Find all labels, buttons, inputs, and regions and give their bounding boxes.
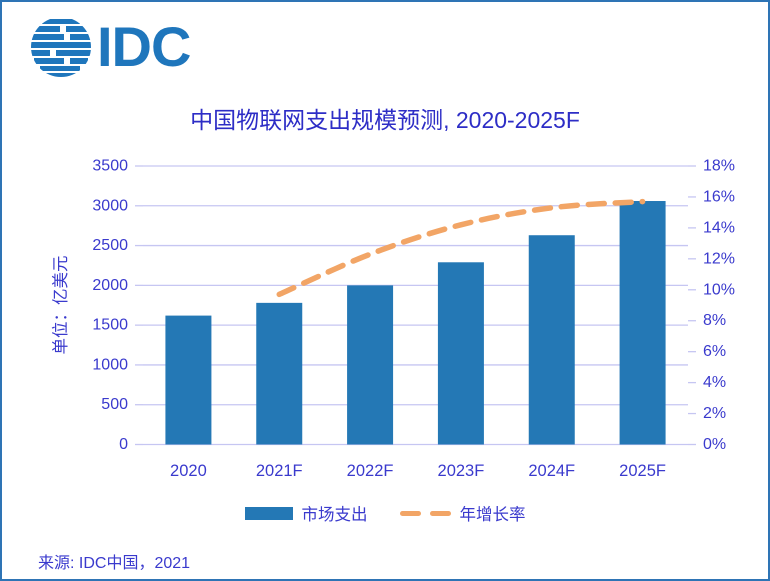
chart-legend: 市场支出 年增长率 <box>2 501 768 525</box>
left-tick-label: 1000 <box>92 356 128 373</box>
bar-2024F <box>528 235 575 445</box>
idc-logo: IDC <box>30 15 191 78</box>
x-label-2023F: 2023F <box>438 462 485 480</box>
right-tick-label: 18% <box>703 158 735 175</box>
source-note: 来源: IDC中国，2021 <box>38 555 191 572</box>
bar-2023F <box>437 262 484 445</box>
right-tick-label: 16% <box>703 188 735 205</box>
x-label-2024F: 2024F <box>528 462 575 480</box>
legend-item-line: 年增长率 <box>399 501 526 525</box>
left-tick-label: 1500 <box>92 317 128 334</box>
idc-globe-icon <box>31 19 91 77</box>
x-label-2022F: 2022F <box>347 462 394 480</box>
x-label-2025F: 2025F <box>619 462 666 480</box>
left-tick-label: 2000 <box>92 277 128 294</box>
right-tick-label: 10% <box>703 281 735 298</box>
bar-2020 <box>165 315 212 445</box>
right-tick-label: 0% <box>703 436 726 453</box>
growth-rate-line <box>276 198 646 298</box>
right-tick-label: 12% <box>703 250 735 267</box>
bar-2022F <box>347 285 394 445</box>
bar-swatch-icon <box>244 506 293 520</box>
dashed-line-swatch-icon <box>399 510 451 516</box>
right-tick-label: 6% <box>703 343 726 360</box>
gridlines <box>135 165 696 446</box>
left-tick-label: 3500 <box>92 158 128 175</box>
right-axis-ticks: 0% 2% 4% 6% 8% 10% 12% 14% 16% 18% <box>703 158 735 454</box>
x-label-2021F: 2021F <box>256 462 303 480</box>
bar-2021F <box>256 302 303 445</box>
bars <box>165 201 666 445</box>
left-tick-label: 0 <box>119 436 128 453</box>
right-tick-label: 14% <box>703 219 735 236</box>
left-tick-label: 500 <box>101 396 128 413</box>
x-label-2020: 2020 <box>170 462 207 480</box>
legend-label-line: 年增长率 <box>459 506 526 524</box>
legend-label-bar: 市场支出 <box>301 506 368 524</box>
right-tick-label: 4% <box>703 374 726 391</box>
left-tick-label: 3000 <box>92 197 128 214</box>
legend-item-bar: 市场支出 <box>244 501 368 525</box>
idc-logo-text: IDC <box>97 15 191 78</box>
right-tick-label: 2% <box>703 405 726 422</box>
chart-title: 中国物联网支出规模预测, 2020-2025F <box>190 107 580 133</box>
right-tick-label: 8% <box>703 312 726 329</box>
chart-plot: 0 500 1000 1500 2000 2500 3000 3500 0% 2% 4% 6% 8% 10… <box>92 158 735 481</box>
left-tick-label: 2500 <box>92 237 128 254</box>
bar-2025F <box>619 201 666 445</box>
left-axis-ticks: 0 500 1000 1500 2000 2500 3000 3500 <box>92 158 128 454</box>
x-axis-labels: 2020 2021F 2022F 2023F 2024F 2025F <box>170 462 666 480</box>
